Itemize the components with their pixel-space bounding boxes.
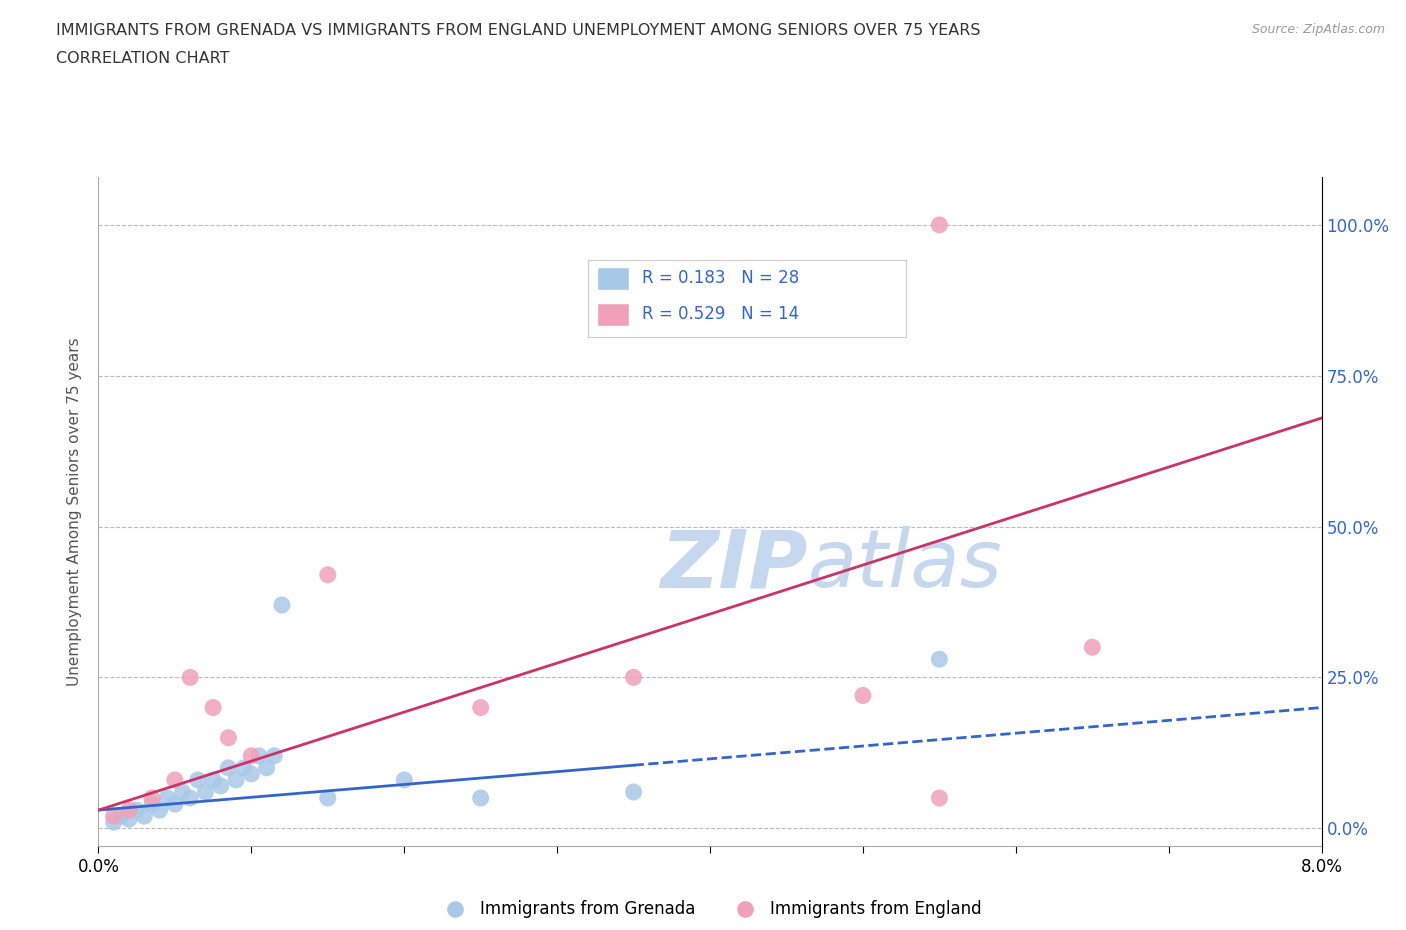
Point bbox=[110, 809, 132, 824]
Point bbox=[316, 790, 339, 805]
Text: ZIP: ZIP bbox=[661, 526, 808, 605]
FancyBboxPatch shape bbox=[598, 303, 628, 326]
Text: IMMIGRANTS FROM GRENADA VS IMMIGRANTS FROM ENGLAND UNEMPLOYMENT AMONG SENIORS OV: IMMIGRANTS FROM GRENADA VS IMMIGRANTS FR… bbox=[56, 23, 981, 38]
Point bbox=[263, 749, 285, 764]
Point bbox=[179, 790, 201, 805]
Point bbox=[202, 700, 225, 715]
Y-axis label: Unemployment Among Seniors over 75 years: Unemployment Among Seniors over 75 years bbox=[67, 338, 83, 685]
Point bbox=[270, 598, 294, 613]
Point bbox=[240, 749, 263, 764]
Text: R = 0.529   N = 14: R = 0.529 N = 14 bbox=[641, 305, 799, 324]
Point bbox=[125, 803, 148, 817]
Point bbox=[163, 773, 186, 788]
Point bbox=[928, 790, 950, 805]
Point bbox=[470, 790, 492, 805]
Text: Source: ZipAtlas.com: Source: ZipAtlas.com bbox=[1251, 23, 1385, 36]
Point bbox=[149, 803, 172, 817]
Point bbox=[202, 773, 225, 788]
Point bbox=[163, 797, 186, 812]
Point bbox=[179, 670, 201, 684]
Text: CORRELATION CHART: CORRELATION CHART bbox=[56, 51, 229, 66]
Point bbox=[217, 761, 239, 776]
Point bbox=[392, 773, 416, 788]
Point bbox=[194, 785, 217, 800]
Point bbox=[225, 773, 247, 788]
Point bbox=[118, 812, 141, 827]
Point bbox=[103, 815, 125, 830]
Point bbox=[256, 761, 278, 776]
Point bbox=[141, 790, 163, 805]
Point bbox=[134, 809, 156, 824]
Point bbox=[1081, 640, 1104, 655]
Legend: Immigrants from Grenada, Immigrants from England: Immigrants from Grenada, Immigrants from… bbox=[432, 894, 988, 925]
Point bbox=[316, 567, 339, 582]
FancyBboxPatch shape bbox=[598, 267, 628, 289]
Text: atlas: atlas bbox=[808, 526, 1002, 605]
Point bbox=[209, 778, 232, 793]
Point bbox=[623, 670, 645, 684]
Point bbox=[156, 790, 179, 805]
Point bbox=[247, 749, 270, 764]
Point bbox=[172, 785, 194, 800]
Point bbox=[240, 766, 263, 781]
Point bbox=[141, 797, 163, 812]
Point bbox=[232, 761, 254, 776]
Point bbox=[623, 785, 645, 800]
Point bbox=[187, 773, 209, 788]
Point bbox=[928, 218, 950, 232]
Point bbox=[103, 809, 125, 824]
Point bbox=[118, 803, 141, 817]
Text: R = 0.183   N = 28: R = 0.183 N = 28 bbox=[641, 269, 799, 287]
Point bbox=[470, 700, 492, 715]
Point bbox=[852, 688, 875, 703]
Point bbox=[928, 652, 950, 667]
Point bbox=[217, 730, 239, 745]
